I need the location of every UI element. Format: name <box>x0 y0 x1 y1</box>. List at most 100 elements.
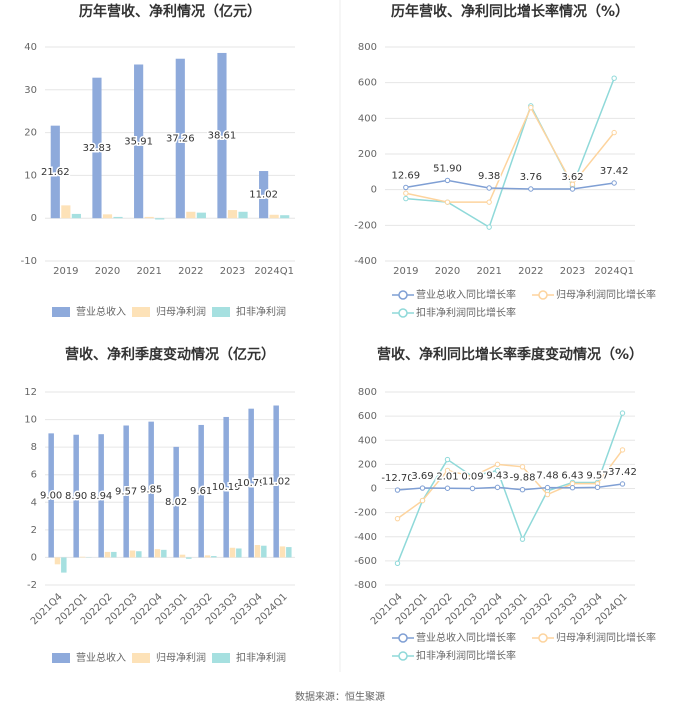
bar <box>175 58 185 219</box>
point <box>494 484 501 491</box>
y-tick-label: 200 <box>358 459 377 470</box>
bar <box>227 210 238 219</box>
y-tick-label: 4 <box>31 497 37 508</box>
data-label: 21.62 <box>41 167 70 178</box>
bar <box>223 416 229 558</box>
data-label: 37.26 <box>166 133 195 144</box>
bar <box>186 211 196 219</box>
y-tick-label: 400 <box>358 113 377 124</box>
chart-panel: 历年营收、净利同比增长率情况（%） -400 -200 0 200 400 600 800 20… <box>354 3 656 319</box>
line <box>405 179 615 190</box>
legend-label: 归母净利润 <box>156 305 206 318</box>
chart-panel: 历年营收、净利情况（亿元） -10 0 10 20 30 40 2019 2020 2021 202… <box>21 3 295 318</box>
point <box>544 484 551 491</box>
x-tick-label: 2020 <box>435 266 460 277</box>
point <box>486 185 492 191</box>
point <box>444 199 451 205</box>
data-label: 8.94 <box>90 491 112 502</box>
y-tick-label: -600 <box>354 556 377 567</box>
data-label: -9.88 <box>510 473 536 484</box>
legend-swatch <box>52 307 70 317</box>
point <box>519 486 526 493</box>
bar <box>161 549 167 558</box>
data-label: 8.90 <box>65 491 87 502</box>
point <box>394 560 401 566</box>
y-tick-label: -200 <box>354 508 377 519</box>
data-label: 7.48 <box>536 471 558 482</box>
line <box>405 77 615 229</box>
bar <box>71 213 81 219</box>
y-tick-label: 400 <box>358 435 377 446</box>
chart-title: 营收、净利同比增长率季度变动情况（%） <box>377 346 643 363</box>
point <box>419 485 426 491</box>
data-label: 2.01 <box>436 471 458 482</box>
bar <box>155 218 165 220</box>
point <box>494 467 501 474</box>
data-label: 12.69 <box>392 170 421 181</box>
legend-swatch <box>398 308 408 318</box>
line <box>397 449 624 520</box>
line <box>397 483 623 491</box>
y-tick-label: 6 <box>31 470 37 481</box>
point <box>419 497 426 504</box>
bar <box>279 546 286 558</box>
point <box>569 186 576 192</box>
y-tick-label: 0 <box>31 213 37 224</box>
data-label: 6.43 <box>561 471 583 482</box>
bar <box>254 545 261 558</box>
y-tick-label: -400 <box>354 256 377 267</box>
point <box>569 485 576 491</box>
legend-label: 营业总收入同比增长率 <box>416 631 516 644</box>
data-label: 38.61 <box>208 131 237 142</box>
point <box>403 184 409 191</box>
point <box>444 456 451 463</box>
point <box>403 195 409 202</box>
bar <box>286 547 292 558</box>
point <box>528 186 534 192</box>
point <box>394 487 401 493</box>
bar <box>79 556 86 558</box>
data-label: 9.43 <box>486 470 508 481</box>
bar <box>50 125 60 219</box>
bar <box>198 424 204 558</box>
data-label: 37.42 <box>600 166 629 177</box>
bar <box>54 557 61 565</box>
bar <box>280 215 290 219</box>
legend-swatch <box>212 653 230 663</box>
bar <box>61 557 67 573</box>
legend-label: 营业总收入 <box>76 651 126 664</box>
data-label: 9.61 <box>190 486 212 497</box>
data-label: 10.19 <box>212 482 241 493</box>
data-label: 37.42 <box>608 467 637 478</box>
bar <box>186 557 192 559</box>
data-label: 9.57 <box>115 486 137 497</box>
legend-label: 归母净利润同比增长率 <box>556 288 656 301</box>
point <box>494 461 501 468</box>
bar <box>102 214 113 219</box>
y-tick-label: -10 <box>21 256 37 267</box>
point <box>594 484 601 491</box>
data-label: 32.83 <box>83 143 112 154</box>
y-tick-label: 800 <box>358 387 377 398</box>
y-tick-label: 10 <box>24 415 37 426</box>
bar <box>129 550 136 558</box>
bar <box>73 434 79 558</box>
x-tick-label: 2022 <box>518 266 543 277</box>
legend-label: 营业总收入同比增长率 <box>416 288 516 301</box>
bar <box>196 212 206 219</box>
bar <box>173 446 179 558</box>
y-tick-label: 2 <box>31 525 37 536</box>
bar <box>148 421 154 558</box>
x-tick-label: 2023 <box>560 266 585 277</box>
data-label: 11.02 <box>249 190 278 201</box>
bar <box>238 211 248 219</box>
legend-swatch <box>398 651 408 661</box>
bar <box>211 556 217 558</box>
data-label: -12.70 <box>381 473 413 484</box>
legend-label: 扣非净利润同比增长率 <box>416 306 516 319</box>
point <box>519 536 526 542</box>
data-label: 8.02 <box>165 497 187 508</box>
legend-label: 归母净利润同比增长率 <box>556 631 656 644</box>
data-label: 11.02 <box>262 476 291 487</box>
data-label: 9.38 <box>478 171 500 182</box>
